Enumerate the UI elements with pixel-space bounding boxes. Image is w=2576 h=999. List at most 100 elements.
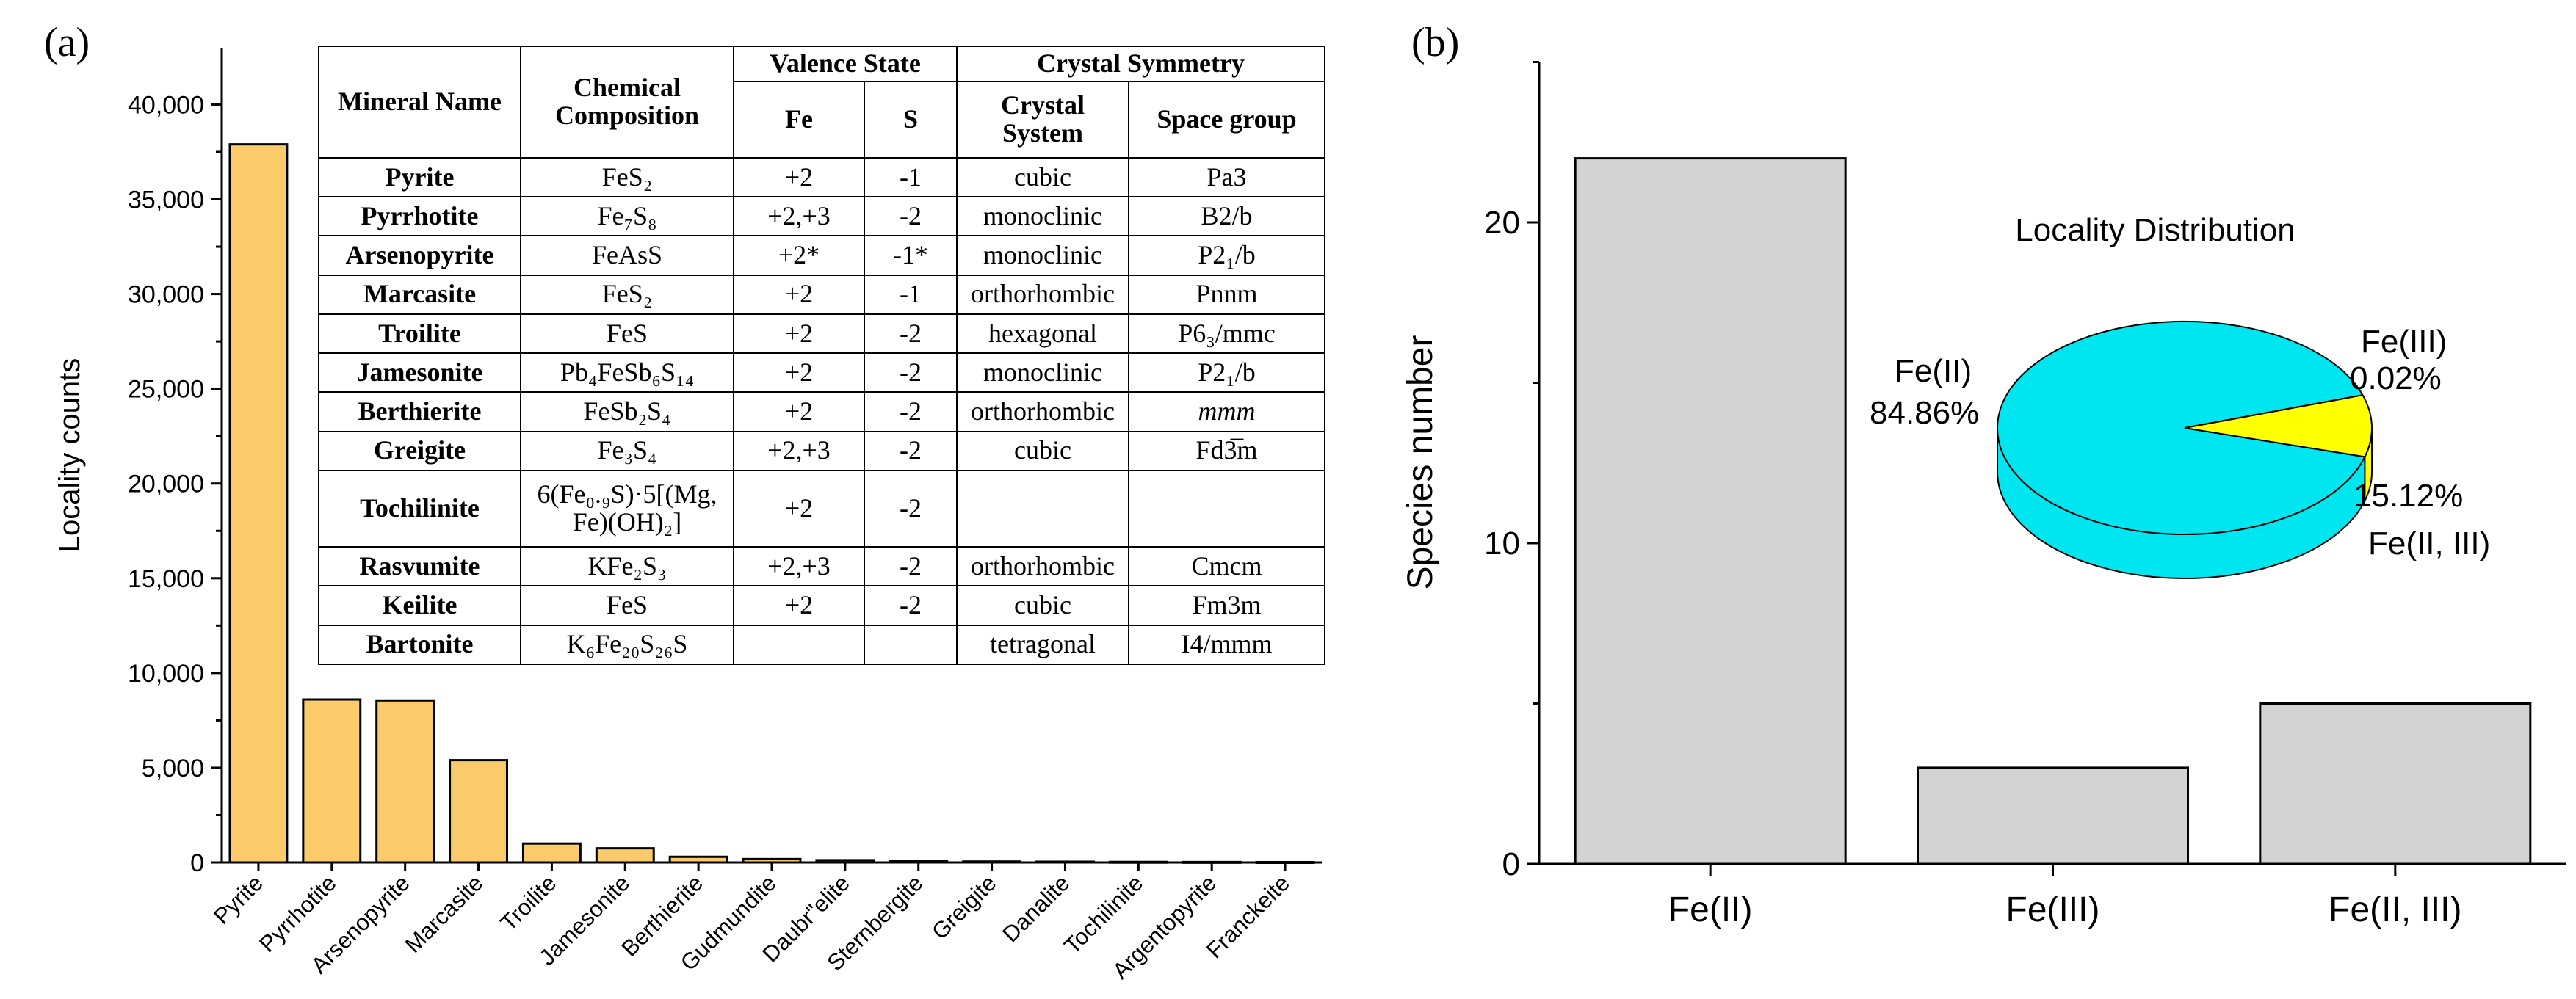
table-row: Arsenopyrite FeAsS +2* -1* monoclinic P2₁/b: [318, 235, 1326, 276]
cell-group: P2₁/b: [1128, 235, 1326, 276]
table-row: Troilite FeS +2 -2 hexagonal P6₃/mmc: [318, 313, 1326, 355]
header-mineral-name: Mineral Name: [318, 46, 521, 159]
cell-s: -2: [863, 469, 958, 548]
cell-system: tetragonal: [956, 624, 1130, 666]
cell-group: I4/mmm: [1128, 624, 1326, 666]
cell-name: Keilite: [318, 585, 521, 626]
panel-b-label: (b): [1411, 20, 1460, 65]
pie-label-fe2: Fe(II): [1895, 353, 1972, 389]
header-valence-state: Valence State: [732, 46, 958, 82]
cell-formula: FeAsS: [520, 235, 734, 276]
table-row: Tochilinite 6(Fe₀.₉S)·5[(Mg, Fe)(OH)₂] +2-…: [318, 469, 1326, 548]
cell-formula: FeS₂: [520, 156, 734, 198]
cell-formula: FeS: [520, 313, 734, 355]
cell-group: Cmcm: [1128, 546, 1326, 587]
pie-value-fe23: 15.12%: [2354, 478, 2463, 514]
cell-group: Pnnm: [1128, 274, 1326, 315]
header-fe: Fe: [733, 81, 865, 159]
chart-a-y-label: Locality counts: [54, 358, 86, 553]
cell-fe: +2: [733, 313, 865, 355]
bar-a: [521, 842, 582, 864]
cell-group: B2/b: [1128, 196, 1326, 237]
cell-system: cubic: [956, 156, 1130, 198]
cell-s: -2: [863, 196, 958, 237]
chart-a-bars: [228, 143, 1315, 864]
cell-system: hexagonal: [956, 313, 1130, 355]
cell-system: cubic: [956, 585, 1130, 626]
bar-a: [449, 759, 508, 864]
bar-a: [228, 143, 289, 864]
chart-b-x-ticks: Fe(II) Fe(III) Fe(II, III): [1668, 864, 2462, 929]
cell-s: -2: [863, 313, 958, 355]
table-row: Greigite Fe₃S₄ +2,+3 -2 cubic Fd3̅m: [318, 430, 1326, 471]
pie-title: Locality Distribution: [2015, 212, 2295, 248]
x-tick-label: Greigite: [927, 870, 1002, 945]
pie-label-fe3: Fe(III): [2361, 324, 2447, 360]
cell-fe: +2: [733, 156, 865, 198]
bar-a: [375, 699, 435, 864]
cell-system: monoclinic: [956, 235, 1130, 276]
cell-name: Greigite: [318, 430, 521, 471]
cell-fe: +2: [733, 469, 865, 548]
cell-system: orthorhombic: [956, 546, 1130, 587]
bar-b: [2259, 702, 2532, 865]
cell-group: [1128, 469, 1326, 548]
y-tick-label: 0: [190, 849, 204, 877]
table-row: Jamesonite Pb₄FeSb₆S₁₄ +2 -2 monoclinic P2₁/b: [318, 352, 1326, 393]
cell-formula: FeSb₂S₄: [520, 391, 734, 432]
cell-group: Fm3m: [1128, 585, 1326, 626]
cell-formula: K₆Fe₂₀S₂₆S: [520, 624, 734, 666]
header-space-group: Space group: [1128, 81, 1326, 159]
cell-name: Arsenopyrite: [318, 235, 521, 276]
cell-system: monoclinic: [956, 352, 1130, 393]
cell-s: -1: [863, 156, 958, 198]
table-row: Pyrite FeS₂ +2 -1 cubic Pa3: [318, 156, 1326, 198]
mineral-table: Mineral Name Chemical Composition Valenc…: [318, 46, 1326, 666]
y-tick-label: 15,000: [128, 565, 204, 593]
cell-group: Pa3: [1128, 156, 1326, 198]
cell-fe: +2: [733, 585, 865, 626]
cell-name: Troilite: [318, 313, 521, 355]
table-row: Berthierite FeSb₂S₄ +2 -2 orthorhombic mmm: [318, 391, 1326, 432]
y-tick-label: 20,000: [128, 471, 204, 498]
table-row: Rasvumite KFe₂S₃ +2,+3 -2 orthorhombic Cmcm: [318, 546, 1326, 587]
cell-fe: +2,+3: [733, 546, 865, 587]
chart-b-bars: [1574, 157, 2532, 865]
mineral-table-body: Pyrite FeS₂ +2 -1 cubic Pa3 Pyrrhotite Fe₇S₈ +2,…: [318, 156, 1326, 666]
cell-s: -1: [863, 274, 958, 315]
y-tick-label: 20: [1484, 205, 1520, 241]
cell-s: [863, 624, 958, 666]
chart-b-y-ticks: 0 10 20: [1484, 61, 1539, 882]
table-row: Keilite FeS +2 -2 cubic Fm3m: [318, 585, 1326, 626]
x-tick-label: Danalite: [997, 870, 1074, 947]
y-tick-label: 25,000: [128, 376, 204, 404]
cell-system: orthorhombic: [956, 274, 1130, 315]
cell-formula: Pb₄FeSb₆S₁₄: [520, 352, 734, 393]
cell-name: Marcasite: [318, 274, 521, 315]
x-tick-label: Fe(III): [2006, 890, 2100, 929]
y-tick-label: 30,000: [128, 281, 204, 309]
y-tick-label: 10,000: [128, 660, 204, 688]
x-tick-label: Fe(II): [1668, 890, 1753, 929]
cell-s: -1*: [863, 235, 958, 276]
table-row: Bartonite K₆Fe₂₀S₂₆S tetragonal I4/mmm: [318, 624, 1326, 666]
cell-fe: +2: [733, 352, 865, 393]
pie-label-fe23: Fe(II, III): [2368, 526, 2490, 562]
x-tick-label: Pyrite: [209, 870, 268, 929]
cell-system: monoclinic: [956, 196, 1130, 237]
panel-a-label: (a): [44, 20, 90, 65]
pie-inset: Locality Distribution Fe(II) 84.86% Fe(I…: [1870, 212, 2490, 579]
chart-b-y-label: Species number: [1401, 335, 1440, 590]
cell-system: orthorhombic: [956, 391, 1130, 432]
y-tick-label: 0: [1502, 846, 1520, 882]
y-tick-label: 40,000: [128, 91, 204, 119]
table-row: Pyrrhotite Fe₇S₈ +2,+3 -2 monoclinic B2/b: [318, 196, 1326, 237]
x-tick-label: Troilite: [496, 870, 562, 936]
chart-a-y-ticks: 0 5,000 10,000 15,000 20,000 25,000 30,000 35,0…: [128, 91, 222, 877]
header-s: S: [863, 81, 958, 159]
cell-name: Rasvumite: [318, 546, 521, 587]
cell-group: P2₁/b: [1128, 352, 1326, 393]
cell-formula: 6(Fe₀.₉S)·5[(Mg, Fe)(OH)₂]: [520, 469, 734, 548]
